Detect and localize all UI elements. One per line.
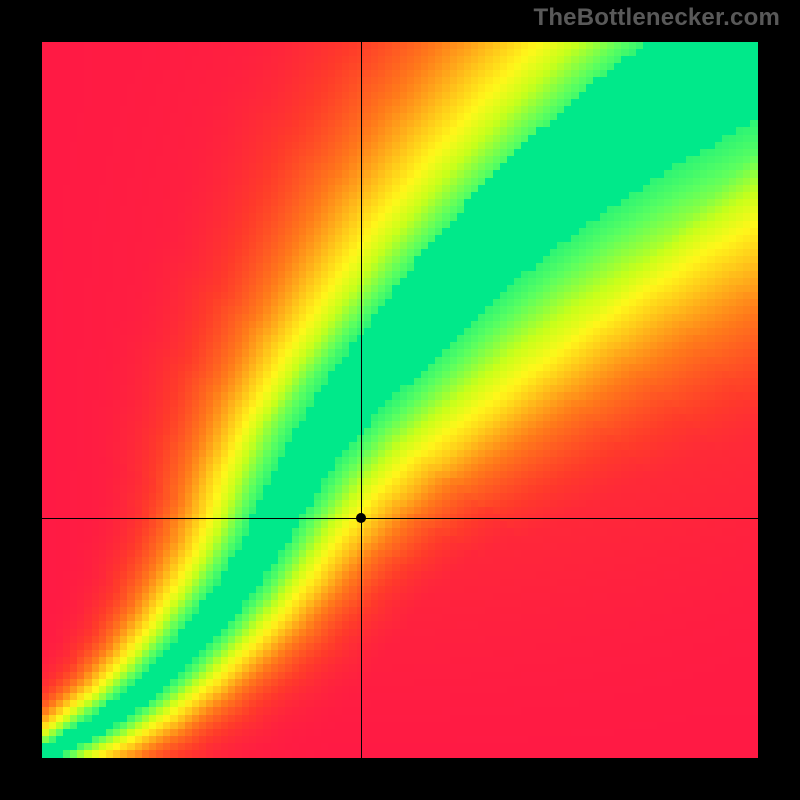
watermark-text: TheBottlenecker.com — [533, 4, 780, 32]
chart-container: TheBottlenecker.com — [0, 0, 800, 800]
crosshair-horizontal — [42, 518, 758, 519]
crosshair-dot — [355, 512, 367, 524]
crosshair-vertical — [361, 42, 362, 758]
heatmap-canvas — [42, 42, 758, 758]
